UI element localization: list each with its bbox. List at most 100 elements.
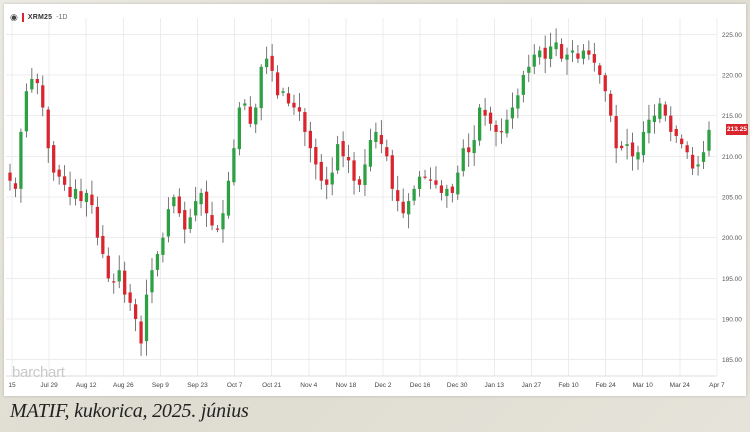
candle bbox=[155, 251, 160, 277]
candle-body-up bbox=[505, 119, 509, 134]
x-tick-label: Jul 29 bbox=[40, 382, 58, 389]
candle bbox=[270, 44, 274, 82]
candle bbox=[680, 134, 684, 149]
candle-body-up bbox=[243, 103, 247, 106]
candle bbox=[150, 258, 154, 304]
candle bbox=[663, 101, 667, 122]
candle bbox=[30, 68, 34, 93]
candle bbox=[505, 109, 509, 138]
candle-body-down bbox=[62, 176, 67, 185]
candle-body-up bbox=[548, 46, 553, 60]
candle-body-down bbox=[210, 215, 214, 226]
candle-body-up bbox=[407, 201, 411, 215]
candle bbox=[690, 147, 695, 176]
candle bbox=[84, 189, 89, 217]
candle bbox=[177, 188, 181, 217]
candle-body-up bbox=[658, 103, 662, 119]
chart-card: 185.00 190.00 195.00 200.00 205.00 210.00 215.… bbox=[4, 4, 748, 396]
candle bbox=[166, 197, 171, 243]
candle-body-up bbox=[478, 107, 482, 141]
candle-body-down bbox=[112, 281, 116, 283]
candle bbox=[532, 44, 536, 75]
candle bbox=[521, 70, 525, 103]
candle bbox=[516, 88, 520, 119]
candle-body-up bbox=[221, 213, 225, 230]
candle bbox=[41, 75, 45, 117]
candle-body-down bbox=[587, 50, 591, 55]
candle-body-down bbox=[396, 190, 400, 202]
x-tick-label: Nov 18 bbox=[336, 382, 357, 389]
candle bbox=[428, 167, 433, 190]
candle-body-down bbox=[101, 235, 105, 254]
candle bbox=[685, 141, 689, 159]
x-tick-label: Dec 30 bbox=[447, 382, 468, 389]
candle-body-up bbox=[461, 148, 465, 172]
candle bbox=[527, 54, 531, 83]
candle bbox=[79, 178, 83, 209]
candle bbox=[254, 103, 258, 134]
candle-body-up bbox=[265, 58, 269, 68]
candle-body-up bbox=[472, 140, 476, 154]
candle bbox=[592, 43, 596, 72]
candle bbox=[587, 40, 591, 60]
candle bbox=[445, 184, 449, 208]
candle-body-down bbox=[319, 161, 323, 181]
candle bbox=[62, 165, 67, 191]
timeframe-label[interactable]: -1D bbox=[56, 13, 68, 21]
candle bbox=[434, 166, 438, 189]
candle bbox=[128, 284, 132, 311]
candle-body-down bbox=[488, 112, 493, 124]
eye-icon[interactable]: ◉ bbox=[10, 11, 18, 22]
candle bbox=[669, 106, 673, 142]
candle bbox=[701, 141, 706, 170]
candle bbox=[625, 128, 629, 160]
candle bbox=[226, 171, 231, 219]
x-tick-label: Aug 12 bbox=[76, 382, 97, 389]
last-price-badge: 213.25 bbox=[726, 124, 748, 136]
candle-body-down bbox=[428, 179, 433, 181]
candle-body-up bbox=[417, 176, 422, 189]
candle bbox=[112, 273, 116, 294]
candle-body-down bbox=[128, 292, 132, 303]
candle-body-down bbox=[270, 55, 274, 71]
candle bbox=[352, 152, 356, 195]
candle bbox=[232, 139, 236, 186]
y-tick-label: 205.00 bbox=[722, 195, 742, 202]
candles bbox=[8, 28, 711, 356]
candle-body-up bbox=[188, 217, 192, 229]
candle-body-down bbox=[90, 194, 94, 206]
candle-body-down bbox=[177, 196, 181, 214]
candle-body-down bbox=[308, 130, 312, 149]
candle-body-down bbox=[499, 131, 504, 133]
candle bbox=[636, 145, 640, 170]
x-tick-label: Oct 21 bbox=[262, 382, 282, 389]
x-tick-label: Aug 26 bbox=[113, 382, 134, 389]
x-tick-label: Feb 10 bbox=[558, 382, 579, 389]
candle bbox=[674, 125, 678, 144]
candle bbox=[423, 169, 427, 180]
candle-body-down bbox=[357, 179, 362, 185]
chart-header: ◉ XRM25 -1D bbox=[10, 10, 67, 24]
candle-body-up bbox=[532, 54, 536, 67]
candle-body-down bbox=[619, 145, 624, 149]
candle bbox=[46, 106, 50, 163]
candle bbox=[363, 149, 367, 197]
candle-body-up bbox=[259, 66, 263, 109]
candle-body-up bbox=[19, 131, 23, 189]
candle-body-down bbox=[95, 206, 100, 238]
candle-body-down bbox=[215, 228, 220, 230]
x-tick-label: Apr 7 bbox=[709, 382, 725, 389]
candle bbox=[598, 62, 602, 84]
candle-body-down bbox=[439, 185, 444, 193]
candle-body-down bbox=[630, 142, 635, 157]
candle bbox=[619, 141, 624, 151]
candle bbox=[641, 121, 646, 163]
candle bbox=[314, 138, 318, 180]
candle bbox=[707, 121, 711, 157]
y-tick-label: 200.00 bbox=[722, 235, 742, 242]
candle-body-up bbox=[117, 270, 121, 282]
candle bbox=[439, 180, 444, 201]
candle bbox=[68, 171, 72, 206]
candle bbox=[614, 104, 618, 164]
candle bbox=[286, 86, 291, 107]
